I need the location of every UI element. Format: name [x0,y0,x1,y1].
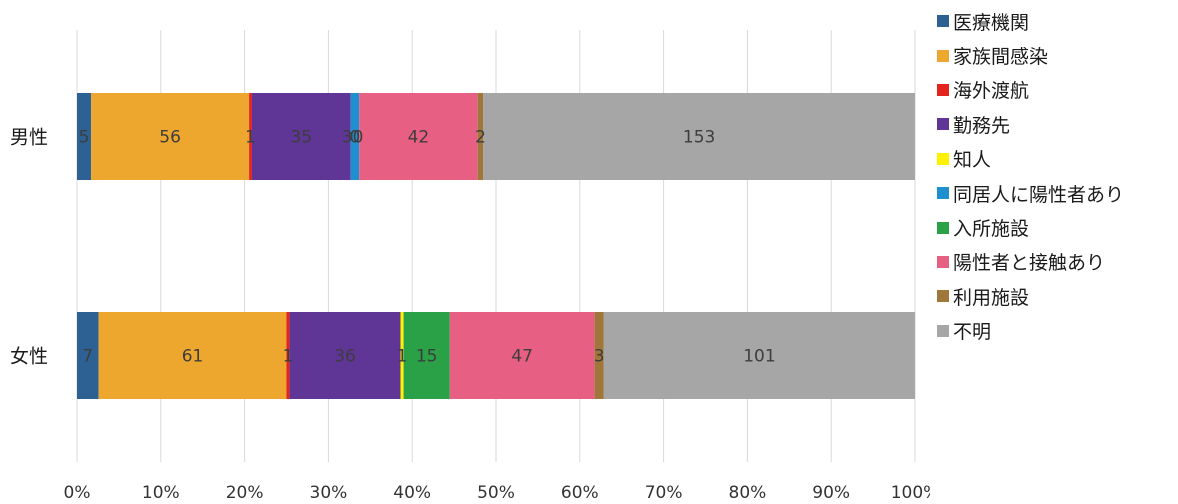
bar-segment [249,93,252,180]
bars [77,93,915,399]
legend-item: 陽性者と接触あり [937,245,1177,279]
bar-segment [594,312,604,399]
legend-swatch [937,290,949,303]
bar-segment [359,93,478,180]
legend-item: 不明 [937,314,1177,348]
bar-segment [477,93,484,180]
data-label: 101 [743,347,775,367]
legend-swatch [937,221,949,234]
legend-swatch [937,118,949,131]
legend-item: 入所施設 [937,210,1177,244]
legend-label: 同居人に陽性者あり [953,183,1125,206]
bar-segment [403,312,450,399]
data-label: 15 [416,347,438,367]
x-tick-label: 80% [729,483,767,503]
legend-item: 勤務先 [937,107,1177,141]
data-labels: 5 56 1 35 0 42 2 153 30 7 61 1 36 1 15 47 3 101 [79,128,776,367]
legend-item: 家族間感染 [937,38,1177,72]
legend-label: 知人 [953,149,992,172]
data-label: 1 [283,347,294,367]
legend-swatch [937,324,949,337]
x-tick-label: 100% [891,483,930,503]
data-label: 2 [475,128,486,148]
legend-label: 勤務先 [953,114,1011,137]
bar-segment [603,312,915,399]
bar-segment [286,312,290,399]
legend-item: 同居人に陽性者あり [937,176,1177,210]
legend-swatch [937,83,949,96]
data-label: 42 [408,128,430,148]
legend-swatch [937,255,949,268]
data-label: 0 [350,128,361,148]
data-label: 7 [82,347,93,367]
bar-segment [91,93,250,180]
legend-item: 医療機関 [937,4,1177,38]
legend-label: 家族間感染 [953,46,1049,69]
legend-swatch [937,15,949,28]
x-tick-label: 50% [477,483,515,503]
legend-label: 海外渡航 [953,80,1030,103]
data-label: 47 [511,347,533,367]
x-tick-label: 60% [561,483,599,503]
legend-label: 入所施設 [953,218,1030,241]
legend-label: 陽性者と接触あり [953,252,1106,275]
data-label: 61 [182,347,204,367]
legend: 医療機関家族間感染海外渡航勤務先知人同居人に陽性者あり 入所施設陽性者と接触あり利… [937,4,1177,348]
data-label: 35 [290,128,312,148]
data-label: 153 [683,128,715,148]
bar-segment [77,312,99,399]
data-label: 1 [245,128,256,148]
x-tick-label: 70% [645,483,683,503]
bar-segment [400,312,404,399]
bar-segment [289,312,401,399]
bar-segment [483,93,915,180]
legend-item: 知人 [937,142,1177,176]
bar-segment [77,93,92,180]
data-label: 30 [342,128,364,148]
x-tick-label: 10% [142,483,180,503]
data-label: 56 [159,128,181,148]
legend-label: 不明 [953,321,992,344]
legend-item: 利用施設 [937,279,1177,313]
bar-segment [350,93,360,180]
data-label: 3 [594,347,605,367]
x-axis-ticks: 0% 10% 20% 30% 40% 50% 60% 70% 80% 90% 100% [64,483,930,503]
legend-swatch [937,49,949,62]
data-label: 1 [397,347,408,367]
x-tick-label: 30% [310,483,348,503]
bar-segment [449,312,595,399]
bar-segment [251,93,351,180]
legend-swatch [937,187,949,200]
category-label: 女性 [10,346,48,368]
data-label: 36 [334,347,356,367]
bar-segment [98,312,287,399]
x-tick-label: 90% [812,483,850,503]
category-label: 男性 [10,127,48,149]
x-tick-label: 40% [393,483,431,503]
legend-item: 海外渡航 [937,73,1177,107]
legend-label: 利用施設 [953,286,1030,309]
x-tick-label: 0% [64,483,91,503]
legend-swatch [937,152,949,165]
data-label: 5 [79,128,90,148]
legend-label: 医療機関 [953,11,1030,34]
x-tick-label: 20% [226,483,264,503]
